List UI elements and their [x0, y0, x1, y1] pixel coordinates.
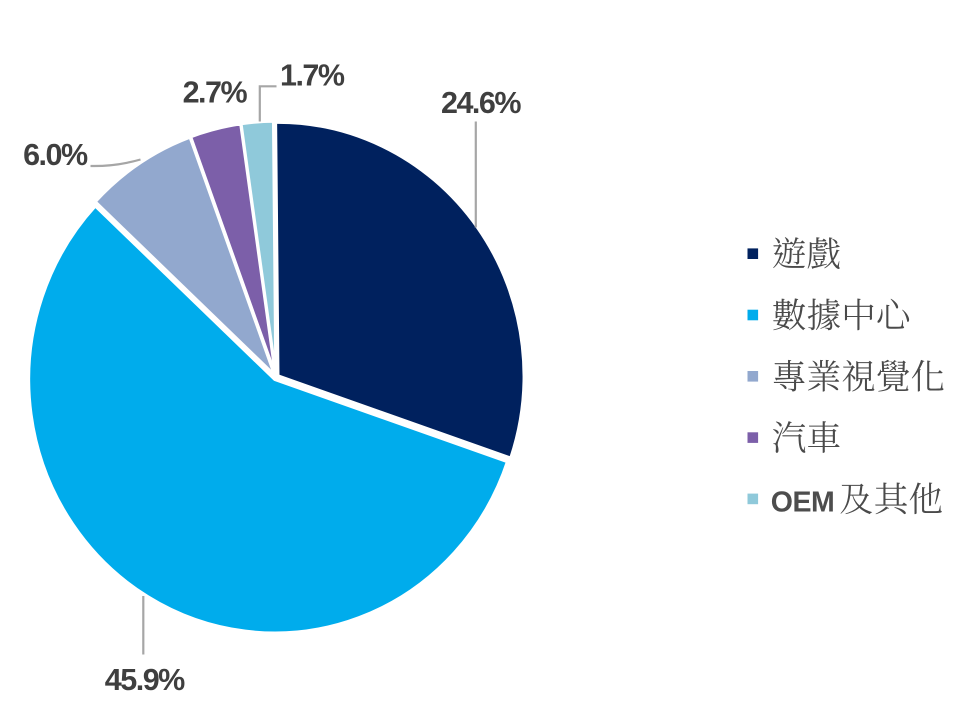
svg-text:2.7%: 2.7% [183, 76, 248, 110]
svg-text:24.6%: 24.6% [441, 86, 521, 120]
svg-text:1.7%: 1.7% [280, 59, 345, 93]
svg-text:45.9%: 45.9% [105, 663, 185, 697]
svg-text:OEM: OEM [771, 487, 834, 519]
svg-text:6.0%: 6.0% [23, 138, 88, 172]
